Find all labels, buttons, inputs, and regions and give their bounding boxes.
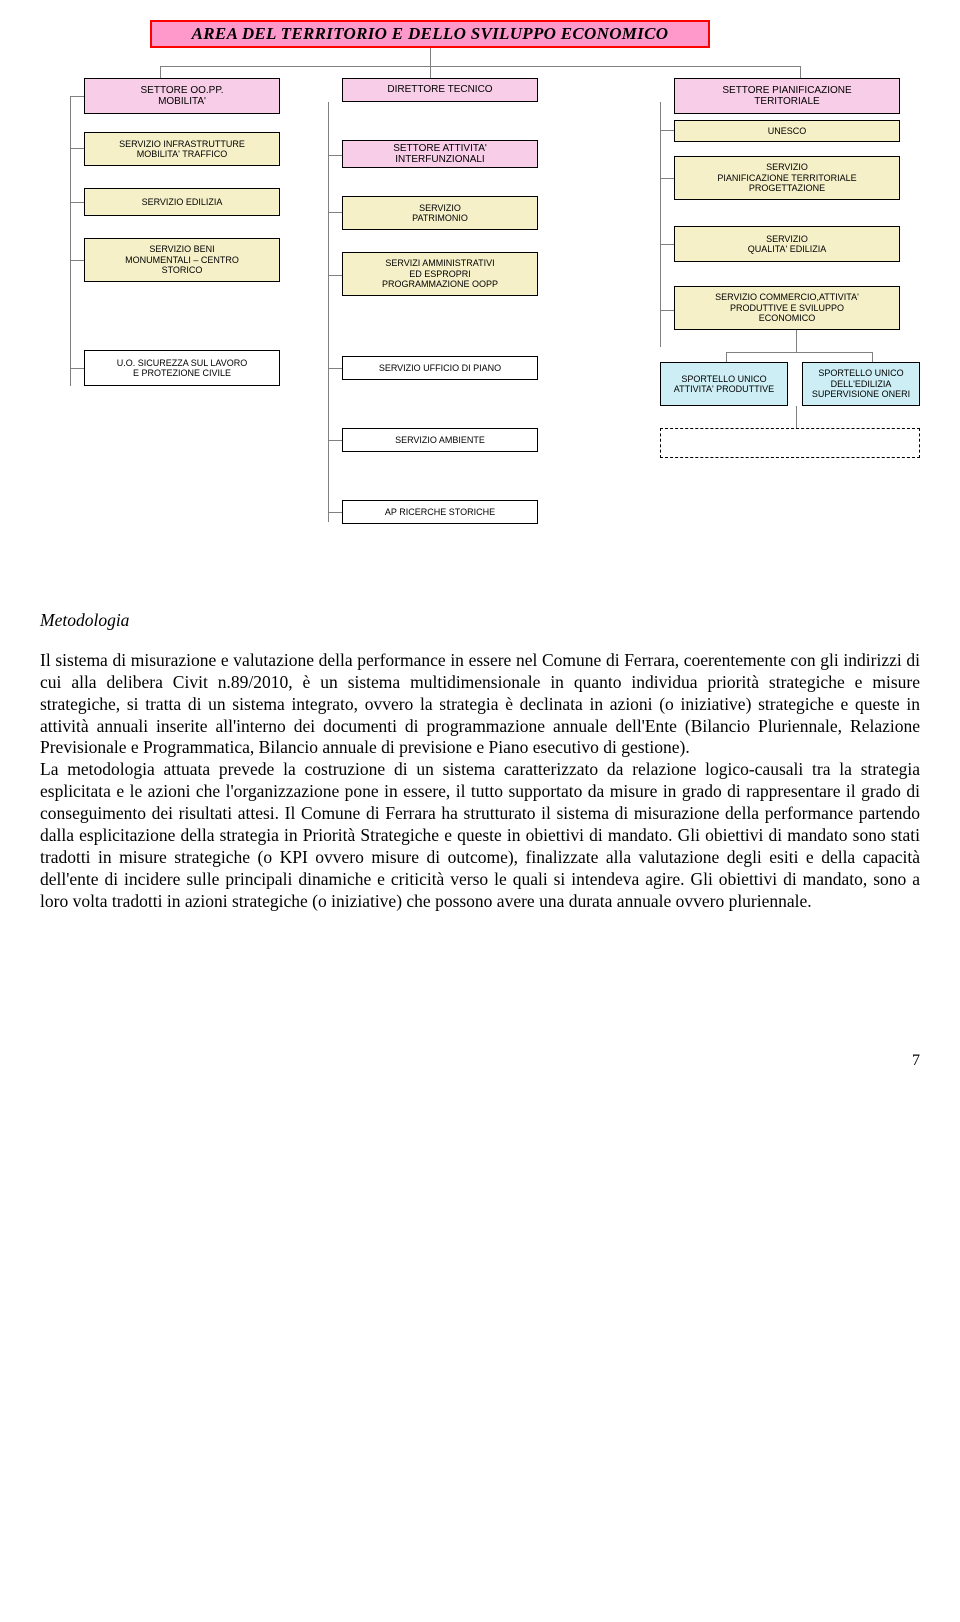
box-serv-pianif-terr: SERVIZIO PIANIFICAZIONE TERRITORIALE PRO… [674, 156, 900, 200]
org-chart: AREA DEL TERRITORIO E DELLO SVILUPPO ECO… [40, 20, 920, 580]
box-serv-qualita: SERVIZIO QUALITA' EDILIZIA [674, 226, 900, 262]
box-ap-ricerche: AP RICERCHE STORICHE [342, 500, 538, 524]
section-body: Il sistema di misurazione e valutazione … [40, 650, 920, 913]
chart-title: AREA DEL TERRITORIO E DELLO SVILUPPO ECO… [150, 20, 710, 48]
page-number: 7 [40, 1052, 920, 1070]
box-serv-ambiente: SERVIZIO AMBIENTE [342, 428, 538, 452]
section-heading: Metodologia [40, 610, 920, 632]
box-sportello-edilizia: SPORTELLO UNICO DELL'EDILIZIA SUPERVISIO… [802, 362, 920, 406]
box-sportello-attivita: SPORTELLO UNICO ATTIVITA' PRODUTTIVE [660, 362, 788, 406]
box-settore-oopp: SETTORE OO.PP. MOBILITA' [84, 78, 280, 114]
box-serv-infra: SERVIZIO INFRASTRUTTURE MOBILITA' TRAFFI… [84, 132, 280, 166]
box-empty-dashed [660, 428, 920, 458]
box-settore-pianif: SETTORE PIANIFICAZIONE TERITORIALE [674, 78, 900, 114]
box-serv-patrimonio: SERVIZIO PATRIMONIO [342, 196, 538, 230]
box-serv-beni: SERVIZIO BENI MONUMENTALI – CENTRO STORI… [84, 238, 280, 282]
box-uo-sicurezza: U.O. SICUREZZA SUL LAVORO E PROTEZIONE C… [84, 350, 280, 386]
box-serv-ammin: SERVIZI AMMINISTRATIVI ED ESPROPRI PROGR… [342, 252, 538, 296]
box-unesco: UNESCO [674, 120, 900, 142]
box-settore-interfunz: SETTORE ATTIVITA' INTERFUNZIONALI [342, 140, 538, 168]
box-serv-ufficio-piano: SERVIZIO UFFICIO DI PIANO [342, 356, 538, 380]
box-serv-edilizia: SERVIZIO EDILIZIA [84, 188, 280, 216]
box-direttore-tecnico: DIRETTORE TECNICO [342, 78, 538, 102]
box-serv-commercio: SERVIZIO COMMERCIO,ATTIVITA' PRODUTTIVE … [674, 286, 900, 330]
text-section: Metodologia Il sistema di misurazione e … [40, 610, 920, 912]
